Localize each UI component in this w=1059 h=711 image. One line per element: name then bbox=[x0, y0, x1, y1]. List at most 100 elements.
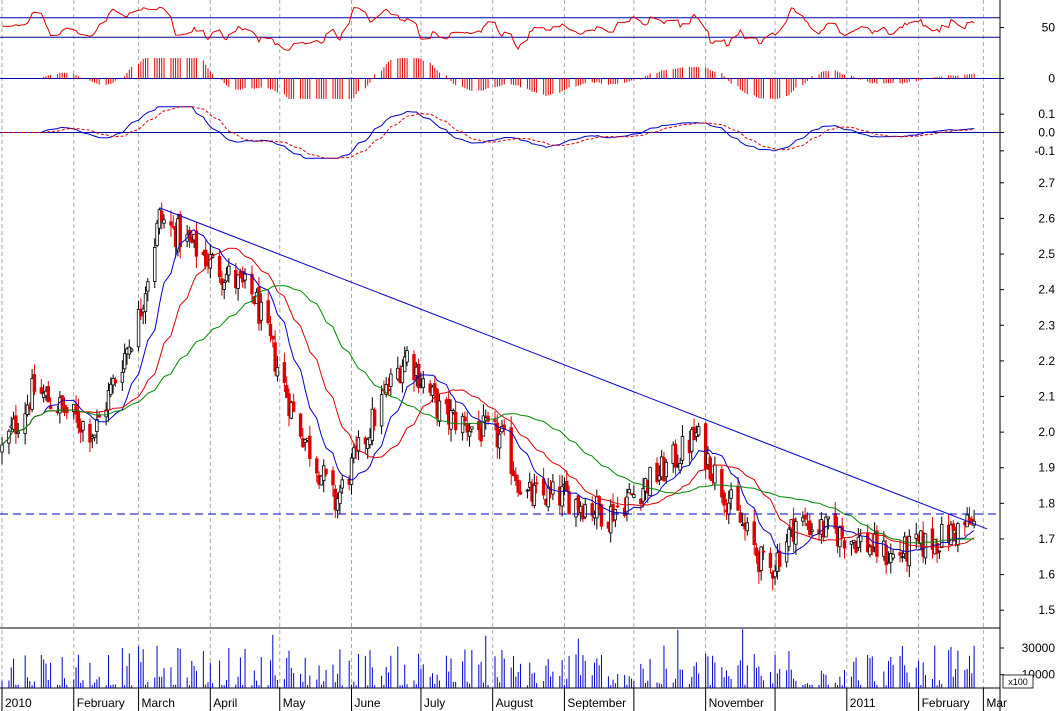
candle-down bbox=[576, 495, 581, 510]
candle-up bbox=[627, 489, 631, 494]
candle-down bbox=[291, 401, 296, 412]
candle-up bbox=[497, 433, 502, 449]
vertical-gridlines bbox=[1, 0, 984, 711]
candle-up bbox=[120, 371, 125, 383]
candle-up bbox=[236, 274, 240, 289]
candle-up bbox=[389, 373, 393, 387]
candle-down bbox=[509, 427, 513, 475]
candle-down bbox=[565, 480, 569, 492]
candle-up bbox=[23, 413, 27, 434]
candle-down bbox=[178, 214, 182, 247]
candle-up bbox=[940, 523, 944, 549]
candle-up bbox=[773, 570, 777, 578]
x-tick-label: September bbox=[567, 696, 626, 710]
rsi-line bbox=[1, 6, 975, 51]
candle-down bbox=[754, 547, 759, 557]
y-tick-label: 2.7 bbox=[1038, 176, 1055, 190]
candle-down bbox=[777, 550, 782, 567]
candle-down bbox=[171, 225, 175, 228]
candle-up bbox=[745, 522, 749, 532]
candle-down bbox=[518, 491, 523, 495]
candle-down bbox=[516, 480, 520, 493]
candle-up bbox=[664, 461, 668, 478]
candle-up bbox=[560, 486, 564, 507]
candle-up bbox=[338, 491, 342, 505]
candle-down bbox=[268, 323, 273, 337]
y-tick-label: 1.7 bbox=[1038, 532, 1055, 546]
candle-down bbox=[39, 387, 44, 394]
price-panel bbox=[0, 202, 1000, 591]
candle-down bbox=[220, 278, 224, 285]
y-tick-label: 2.4 bbox=[1038, 283, 1055, 297]
candle-down bbox=[315, 458, 319, 474]
candle-up bbox=[532, 484, 537, 506]
candle-up bbox=[122, 353, 127, 370]
candle-up bbox=[379, 394, 384, 427]
candle-down bbox=[266, 300, 270, 324]
candle-up bbox=[729, 489, 733, 499]
candle-down bbox=[493, 419, 497, 422]
candle-up bbox=[153, 246, 157, 282]
candle-down bbox=[534, 482, 539, 485]
candle-down bbox=[597, 495, 601, 510]
candle-up bbox=[678, 462, 682, 471]
candle-down bbox=[14, 415, 18, 434]
candle-up bbox=[546, 486, 550, 508]
candle-up bbox=[481, 415, 486, 437]
candle-down bbox=[951, 523, 955, 531]
y-axis-labels: 50 0 0.1 0.0 -0.1 2.7 2.6 2.5 2.4 2.3 2.2 2.1 2.0 1.9… bbox=[1000, 21, 1055, 689]
ma-short-line bbox=[1, 229, 975, 555]
candle-up bbox=[583, 504, 587, 518]
x-tick-label: August bbox=[496, 696, 534, 710]
candle-down bbox=[898, 552, 902, 556]
y-tick-label: 0.0 bbox=[1038, 126, 1055, 140]
candle-up bbox=[641, 488, 645, 502]
candle-down bbox=[870, 545, 874, 553]
candle-up bbox=[30, 378, 34, 410]
candle-down bbox=[308, 435, 312, 459]
candle-up bbox=[525, 489, 530, 492]
candle-up bbox=[713, 464, 717, 484]
candle-up bbox=[352, 447, 356, 459]
candle-down bbox=[884, 544, 888, 566]
candle-up bbox=[162, 219, 166, 224]
candle-up bbox=[657, 475, 662, 481]
candle-down bbox=[803, 514, 807, 520]
candle-up bbox=[224, 273, 229, 282]
candle-up bbox=[243, 273, 247, 281]
candle-up bbox=[340, 479, 344, 489]
candle-up bbox=[25, 404, 30, 415]
candle-down bbox=[271, 335, 275, 340]
candle-up bbox=[632, 494, 636, 498]
x-tick-label: February bbox=[922, 696, 970, 710]
x-tick-label: Mar bbox=[986, 696, 1007, 710]
candle-up bbox=[104, 409, 108, 418]
candle-up bbox=[470, 426, 474, 430]
candle-up bbox=[680, 436, 685, 461]
y-tick-label: -0.1 bbox=[1034, 144, 1055, 158]
candle-down bbox=[433, 383, 437, 393]
x-tick-label: 2010 bbox=[5, 696, 32, 710]
candle-down bbox=[761, 550, 766, 553]
y-tick-label: 1.5 bbox=[1038, 603, 1055, 617]
candle-down bbox=[139, 309, 143, 317]
candle-down bbox=[282, 362, 287, 383]
candle-down bbox=[970, 518, 974, 521]
candle-down bbox=[768, 552, 773, 568]
y-tick-label: 2.6 bbox=[1038, 211, 1055, 225]
candle-down bbox=[511, 470, 516, 476]
candle-down bbox=[514, 474, 518, 482]
candle-up bbox=[143, 293, 148, 313]
candle-up bbox=[349, 457, 354, 485]
candle-up bbox=[303, 439, 307, 443]
trendline bbox=[159, 207, 988, 530]
candle-down bbox=[736, 486, 740, 511]
x-tick-label: February bbox=[77, 696, 125, 710]
candle-up bbox=[460, 415, 465, 434]
volume-unit-label: x100 bbox=[1008, 677, 1028, 687]
candle-up bbox=[900, 556, 905, 559]
candle-down bbox=[590, 503, 594, 516]
candle-up bbox=[787, 528, 791, 548]
candle-down bbox=[113, 379, 118, 384]
